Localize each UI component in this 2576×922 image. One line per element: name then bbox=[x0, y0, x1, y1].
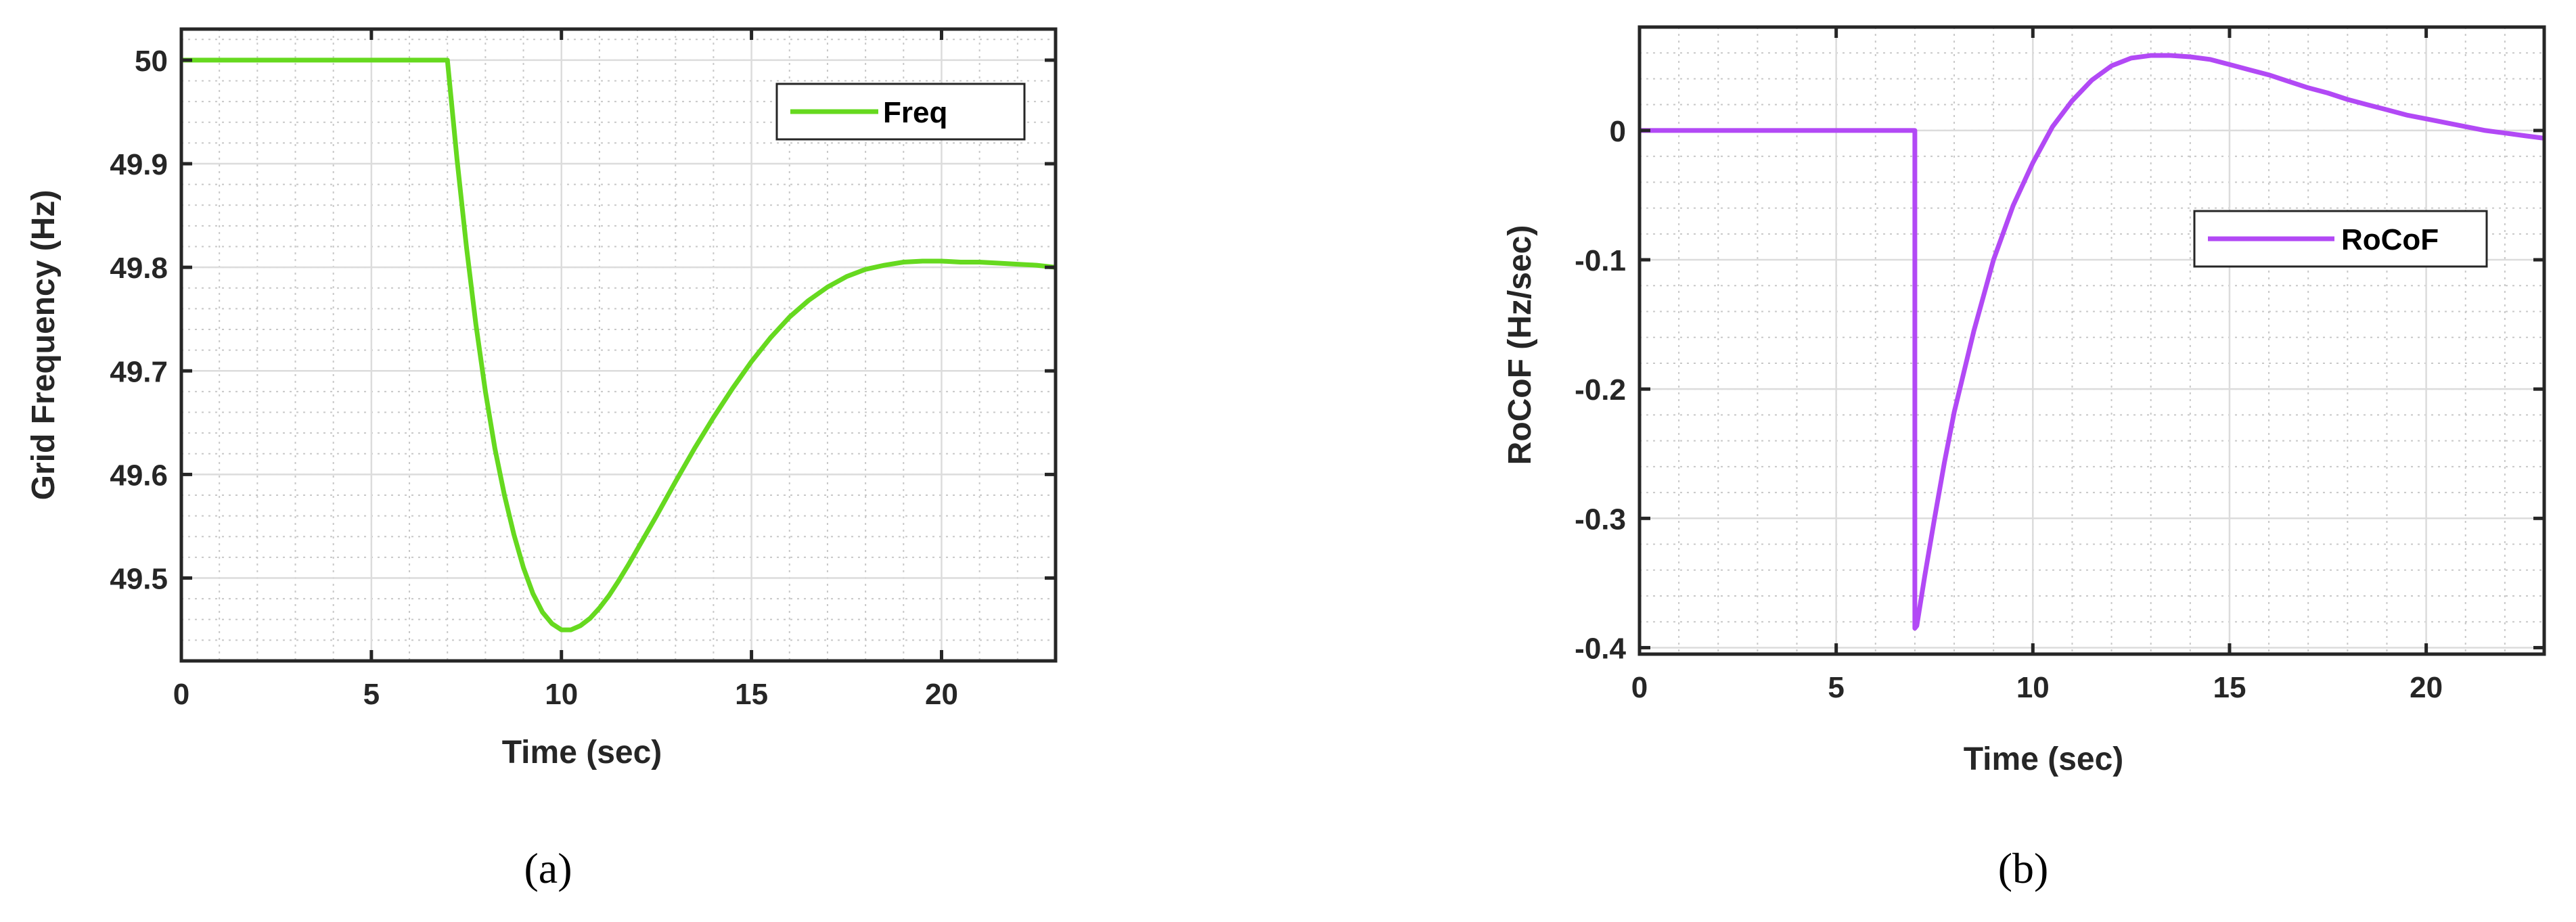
rocof-x-tick-label: 0 bbox=[1631, 671, 1648, 704]
frequency-y-tick-label: 49.7 bbox=[110, 355, 168, 388]
frequency-legend: Freq bbox=[775, 83, 1026, 141]
frequency-x-tick-label: 10 bbox=[545, 678, 578, 711]
rocof-y-tick-label: -0.4 bbox=[1575, 632, 1626, 665]
rocof-legend-label: RoCoF bbox=[2341, 223, 2439, 256]
rocof-x-tick-label: 10 bbox=[2016, 671, 2050, 704]
rocof-plot-area bbox=[1640, 27, 2544, 654]
frequency-x-tick-label: 15 bbox=[735, 678, 768, 711]
rocof-x-tick-label: 15 bbox=[2213, 671, 2246, 704]
frequency-tick-marks bbox=[179, 29, 1056, 661]
frequency-y-tick-label: 49.8 bbox=[110, 252, 168, 285]
rocof-y-tick-label: 0 bbox=[1610, 115, 1626, 148]
frequency-x-tick-label: 5 bbox=[363, 678, 380, 711]
frequency-legend-label: Freq bbox=[883, 96, 947, 129]
caption-a: (a) bbox=[524, 844, 572, 892]
frequency-y-tick-label: 49.5 bbox=[110, 563, 168, 596]
rocof-y-tick-labels: -0.4 -0.3 -0.2 -0.1 0 bbox=[1575, 115, 1626, 666]
rocof-y-tick-label: -0.3 bbox=[1575, 503, 1626, 536]
rocof-x-tick-label: 5 bbox=[1828, 671, 1844, 704]
rocof-tick-marks bbox=[1637, 27, 2544, 654]
frequency-y-tick-label: 49.6 bbox=[110, 459, 168, 492]
rocof-x-tick-labels: 0 5 10 15 20 bbox=[1631, 671, 2443, 704]
frequency-y-tick-labels: 49.5 49.6 49.7 49.8 49.9 50 bbox=[110, 45, 168, 596]
rocof-y-tick-label: -0.1 bbox=[1575, 244, 1626, 277]
frequency-x-axis-label: Time (sec) bbox=[502, 735, 662, 770]
rocof-chart: 0 5 10 15 20 -0.4 -0.3 -0.2 -0.1 0 Time (sec) Ro… bbox=[1502, 25, 2546, 892]
rocof-x-axis-label: Time (sec) bbox=[1964, 741, 2124, 777]
rocof-legend: RoCoF bbox=[2193, 210, 2488, 268]
frequency-x-tick-label: 0 bbox=[173, 678, 189, 711]
frequency-y-tick-label: 50 bbox=[135, 45, 168, 78]
frequency-x-tick-label: 20 bbox=[925, 678, 958, 711]
frequency-y-axis-label: Grid Frequency (Hz) bbox=[26, 190, 62, 501]
frequency-x-tick-labels: 0 5 10 15 20 bbox=[173, 678, 958, 711]
rocof-y-tick-label: -0.2 bbox=[1575, 373, 1626, 407]
rocof-y-axis-label: RoCoF (Hz/sec) bbox=[1502, 225, 1538, 465]
freq-series-line bbox=[181, 57, 1056, 632]
frequency-axes-box bbox=[179, 27, 1058, 663]
frequency-chart: 0 5 10 15 20 49.5 49.6 49.7 49.8 49.9 50 Time (se… bbox=[26, 27, 1058, 892]
rocof-x-tick-label: 20 bbox=[2410, 671, 2443, 704]
rocof-series-line bbox=[1640, 53, 2545, 631]
rocof-axes-box bbox=[1637, 25, 2546, 656]
caption-b: (b) bbox=[1998, 844, 2049, 892]
frequency-y-tick-label: 49.9 bbox=[110, 148, 168, 181]
frequency-major-grid bbox=[180, 29, 1056, 661]
